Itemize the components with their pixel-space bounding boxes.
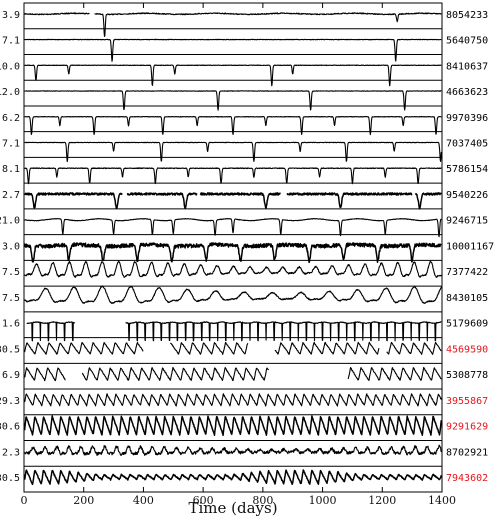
row-period-label: 21.0 <box>0 216 20 227</box>
light-curve <box>24 90 442 111</box>
row-star-id: 7037405 <box>446 138 488 149</box>
row-period-label: 2.3 <box>2 447 20 458</box>
light-curve <box>26 321 442 342</box>
light-curve <box>23 469 443 486</box>
light-curve <box>23 192 442 210</box>
row-period-label: 3.0 <box>2 241 20 252</box>
row-period-label: 12.0 <box>0 87 20 98</box>
light-curve <box>23 415 443 437</box>
row-period-label: 7.5 <box>2 293 20 304</box>
row-period-label: 30.5 <box>0 344 20 355</box>
row-star-id: 4569590 <box>446 344 488 355</box>
row-star-id: 9540226 <box>446 190 488 201</box>
row-period-label: 3.9 <box>2 10 20 21</box>
row-period-label: 7.1 <box>2 36 20 47</box>
light-curve <box>24 341 442 355</box>
light-curve <box>24 12 442 37</box>
light-curve <box>24 115 442 136</box>
row-period-label: 30.6 <box>0 422 20 433</box>
row-star-id: 7943602 <box>446 473 488 484</box>
row-period-label: 29.3 <box>0 396 20 407</box>
x-tick-label: 600 <box>193 494 214 507</box>
row-period-label: 7.5 <box>2 267 20 278</box>
light-curve <box>24 285 442 304</box>
x-tick-label: 1000 <box>309 494 337 507</box>
row-star-id: 8054233 <box>446 10 488 21</box>
row-period-label: 7.1 <box>2 138 20 149</box>
row-period-label: 1.6 <box>2 319 20 330</box>
row-star-id: 8410637 <box>446 61 488 72</box>
row-star-id: 8702921 <box>446 447 488 458</box>
x-tick-label: 800 <box>252 494 273 507</box>
row-star-id: 10001167 <box>446 241 494 252</box>
x-tick-label: 0 <box>21 494 28 507</box>
row-star-id: 9246715 <box>446 216 488 227</box>
row-star-id: 5786154 <box>446 164 488 175</box>
row-star-id: 9291629 <box>446 422 488 433</box>
row-period-label: 6.9 <box>2 370 20 381</box>
x-tick-label: 1400 <box>428 494 456 507</box>
light-curve <box>24 393 442 407</box>
light-curve <box>23 242 442 264</box>
light-curve-rows: 3.9 8054233 7.1 5640750 10.0 8410637 12.0 46636… <box>0 10 494 486</box>
row-star-id: 8430105 <box>446 293 488 304</box>
light-curve <box>24 366 442 382</box>
row-period-label: 30.5 <box>0 473 20 484</box>
x-axis-title: Time (days) <box>188 499 277 517</box>
row-star-id: 5179609 <box>446 319 488 330</box>
row-period-label: 6.2 <box>2 113 20 124</box>
row-period-label: 2.7 <box>2 190 20 201</box>
row-period-label: 8.1 <box>2 164 20 175</box>
row-star-id: 5308778 <box>446 370 488 381</box>
light-curve <box>24 218 442 238</box>
x-tick-label: 200 <box>73 494 94 507</box>
x-axis-ticks: 0 200 400 600 800 1000 1200 1400 <box>21 3 456 507</box>
row-star-id: 5640750 <box>446 36 488 47</box>
light-curve <box>24 38 442 62</box>
x-tick-label: 400 <box>133 494 154 507</box>
row-period-label: 10.0 <box>0 61 20 72</box>
row-star-id: 4663623 <box>446 87 488 98</box>
plot-frame <box>23 2 443 493</box>
row-star-id: 3955867 <box>446 396 488 407</box>
light-curve <box>24 141 442 163</box>
light-curve <box>24 444 442 457</box>
x-tick-label: 1200 <box>368 494 396 507</box>
light-curve <box>24 260 442 278</box>
light-curve <box>24 64 442 87</box>
row-star-id: 9970396 <box>446 113 488 124</box>
row-star-id: 7377422 <box>446 267 488 278</box>
light-curve <box>24 167 442 185</box>
